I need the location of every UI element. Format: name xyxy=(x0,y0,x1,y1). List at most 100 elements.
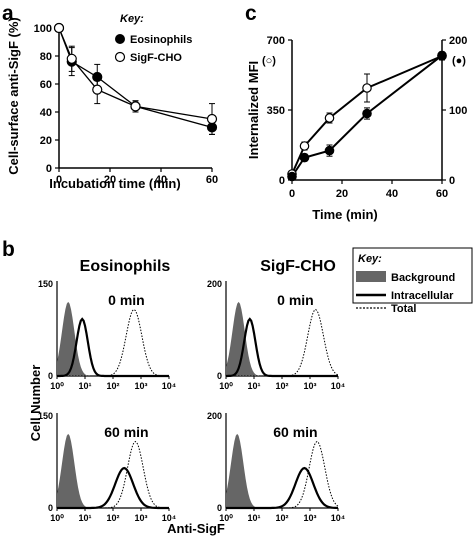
c-x-tick-label: 60 xyxy=(436,188,448,200)
c-right-tick-label: 100 xyxy=(449,105,467,117)
hist-time-label: 60 min xyxy=(273,424,317,440)
a-data-point-eosinophils xyxy=(92,71,103,83)
hist-x-tick-label: 10⁰ xyxy=(219,381,233,391)
hist-total-line xyxy=(226,308,339,377)
a-y-tick-label: 100 xyxy=(34,23,52,35)
a-legend-marker-filled xyxy=(115,34,125,44)
hist-x-tick-label: 10¹ xyxy=(78,513,91,523)
b-y-axis-title: Cell Number xyxy=(28,365,43,442)
a-data-point-sigf-cho xyxy=(53,22,65,34)
a-data-point-sigf-cho xyxy=(130,101,141,112)
a-y-tick-label: 40 xyxy=(40,107,52,119)
b-legend-label-background: Background xyxy=(391,272,455,284)
a-x-tick-label: 20 xyxy=(104,174,116,186)
c-x-tick-label: 0 xyxy=(289,188,295,200)
hist-x-tick-label: 10³ xyxy=(134,381,147,391)
hist-intracellular-line xyxy=(57,466,169,510)
hist-time-label: 60 min xyxy=(104,424,148,440)
c-y-axis-title: Internalized MFI xyxy=(246,61,261,159)
hist-x-tick-label: 10¹ xyxy=(247,513,260,523)
c-data-point-right xyxy=(437,50,447,61)
hist-background-fill xyxy=(57,433,169,508)
c-left-tick-label: 700 xyxy=(267,35,285,47)
c-left-tick-label: 0 xyxy=(279,175,285,187)
a-y-tick-label: 80 xyxy=(40,51,52,63)
panel-a: 0 20 40 60 80 100 0 20 40 60 Incubation time (mi… xyxy=(6,13,218,191)
hist-x-tick-label: 10⁴ xyxy=(162,381,176,391)
hist-y-tick-label: 200 xyxy=(207,411,222,421)
hist-x-tick-label: 10⁰ xyxy=(50,381,64,391)
a-y-tick-label: 60 xyxy=(40,79,52,91)
a-x-tick-label: 40 xyxy=(155,174,167,186)
c-left-axis-marker: (○) xyxy=(262,55,276,67)
hist-x-tick-label: 10⁰ xyxy=(50,513,64,523)
hist-y-tick-label: 0 xyxy=(217,371,222,381)
a-data-point-eosinophils xyxy=(206,122,218,133)
a-y-tick-label: 20 xyxy=(40,135,52,147)
c-x-tick-label: 20 xyxy=(336,188,348,200)
hist-y-tick-label: 200 xyxy=(207,279,222,289)
a-x-axis-title: Incubation time (min) xyxy=(49,176,180,191)
hist-time-label: 0 min xyxy=(108,292,145,308)
c-data-point-right xyxy=(324,145,335,156)
hist-time-label: 0 min xyxy=(277,292,314,308)
panel-c: 0 350 700 0 100 200 0 20 40 60 Time (min) Interna… xyxy=(246,35,467,222)
hist-x-tick-label: 10² xyxy=(275,513,288,523)
panel-label-a: a xyxy=(2,2,14,25)
hist-x-tick-label: 10³ xyxy=(303,513,316,523)
c-data-point-left xyxy=(362,83,372,93)
c-right-axis-marker: (●) xyxy=(452,55,466,67)
b-legend-label-total: Total xyxy=(391,303,416,315)
a-legend-title: Key: xyxy=(120,13,144,25)
c-right-tick-label: 200 xyxy=(449,35,467,47)
c-data-point-left xyxy=(324,113,335,123)
a-y-tick-label: 0 xyxy=(46,163,52,175)
hist-x-tick-label: 10⁴ xyxy=(162,513,176,523)
hist-y-tick-label: 0 xyxy=(48,503,53,513)
hist-x-tick-label: 10³ xyxy=(303,381,316,391)
c-x-tick-label: 40 xyxy=(386,188,398,200)
hist-background-fill xyxy=(57,301,169,376)
hist-background-fill xyxy=(226,301,338,376)
hist-y-tick-label: 0 xyxy=(217,503,222,513)
b-legend-label-intracellular: Intracellular xyxy=(391,290,454,302)
hist-x-tick-label: 10⁴ xyxy=(331,381,345,391)
histogram-eosinophils-60-min: 0 150 10⁰ 10¹ 10² 10³ 10⁴ 60 min xyxy=(38,411,176,523)
hist-x-tick-label: 10⁴ xyxy=(331,513,345,523)
hist-x-tick-label: 10² xyxy=(106,381,119,391)
c-data-point-left xyxy=(299,141,310,151)
hist-x-tick-label: 10¹ xyxy=(78,381,91,391)
hist-intracellular-line xyxy=(57,317,169,378)
a-data-point-sigf-cho xyxy=(66,53,77,64)
hist-intracellular-line xyxy=(226,466,339,510)
histogram-eosinophils-0-min: 0 150 10⁰ 10¹ 10² 10³ 10⁴ 0 min xyxy=(38,279,176,391)
hist-total-line xyxy=(57,308,169,377)
hist-background-fill xyxy=(226,433,338,508)
hist-y-tick-label: 150 xyxy=(38,279,53,289)
hist-x-tick-label: 10¹ xyxy=(247,381,260,391)
c-data-point-right xyxy=(287,171,297,182)
c-left-tick-label: 350 xyxy=(267,105,285,117)
a-legend-label-sigf-cho: SigF-CHO xyxy=(130,52,182,64)
hist-x-tick-label: 10³ xyxy=(134,513,147,523)
a-y-axis-title: Cell-surface anti-SigF (%) xyxy=(6,17,21,174)
panel-label-c: c xyxy=(245,2,257,25)
a-legend-label-eosinophils: Eosinophils xyxy=(130,34,192,46)
a-x-tick-label: 0 xyxy=(56,174,62,186)
hist-x-tick-label: 10² xyxy=(106,513,119,523)
panel-label-b: b xyxy=(2,238,15,261)
hist-x-tick-label: 10² xyxy=(275,381,288,391)
a-data-point-sigf-cho xyxy=(206,113,218,125)
b-column-title-sigf-cho: SigF-CHO xyxy=(260,258,336,275)
a-data-point-sigf-cho xyxy=(92,84,103,95)
b-column-title-eosinophils: Eosinophils xyxy=(80,258,171,275)
c-x-axis-title: Time (min) xyxy=(312,207,378,222)
c-data-point-right xyxy=(362,108,372,119)
hist-y-tick-label: 150 xyxy=(38,411,53,421)
c-data-point-right xyxy=(299,152,310,163)
histogram-sigfcho-60-min: 0 200 10⁰ 10¹ 10² 10³ 10⁴ 60 min xyxy=(207,411,345,523)
hist-x-tick-label: 10⁰ xyxy=(219,513,233,523)
b-x-axis-title: Anti-SigF xyxy=(167,521,225,536)
c-right-tick-label: 0 xyxy=(449,175,455,187)
